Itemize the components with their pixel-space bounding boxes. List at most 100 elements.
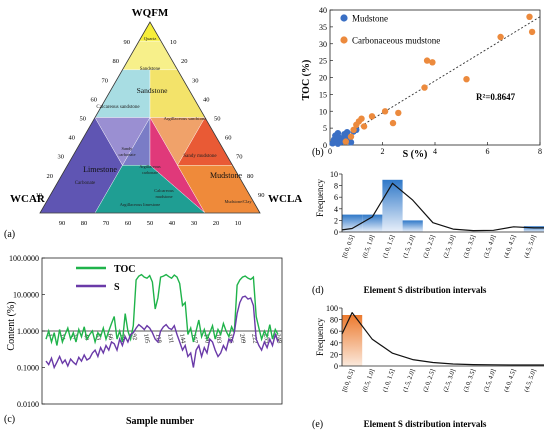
ternary-tick-right: 50 (214, 116, 221, 123)
legend-label-toc: TOC (114, 264, 136, 275)
scatter-point (360, 123, 368, 130)
region-label: mudstone (155, 194, 172, 199)
hist-e-title: Element S distribution intervals (364, 419, 487, 429)
scatter-ytick-label: 20 (319, 74, 327, 83)
scatter-legend: Mudstone Carbonaceous mudstone (340, 14, 440, 46)
line-xtick-label: 14 (58, 333, 66, 341)
scatter-point (347, 139, 355, 146)
region-label: Sandy (122, 146, 134, 151)
vertex-top-label: WQFM (132, 7, 169, 19)
ternary-tick-right: 60 (225, 135, 232, 142)
histogram-e: 0 20 40 60 80 100 [0.0, 0.5] (0.5, 1.0] (1.0, 1.… (312, 304, 544, 430)
scatter-point (381, 108, 389, 115)
hist-xtick-label: (1.5, 2.0] (402, 234, 417, 259)
region-label: Sandy mudstone (183, 154, 217, 159)
hist-ytick-label: 0 (334, 362, 338, 371)
hist-ytick-label: 10 (330, 170, 338, 179)
ternary-tick-left: 30 (58, 154, 65, 161)
ternary-tick-right: 70 (236, 154, 243, 161)
density-curve (341, 312, 544, 366)
ternary-tick-bottom: 30 (191, 220, 198, 227)
histogram-bar (382, 179, 403, 232)
histogram-bar (342, 214, 363, 232)
hist-xtick-label: (1.0, 1.5] (382, 368, 397, 393)
region-title: Limestone (83, 165, 117, 174)
line-xtick-label: 222 (250, 333, 259, 344)
scatter-point (342, 138, 349, 145)
scatter-ytick-label: 0 (323, 141, 327, 150)
scatter-ytick-label: 10 (319, 107, 327, 116)
hist-ytick-label: 6 (334, 193, 338, 202)
scatter-point (497, 33, 504, 41)
hist-xtick-label: (0.5, 1.0] (361, 368, 376, 393)
ternary-tick-right: 10 (170, 39, 177, 46)
ternary-tick-left: 40 (69, 135, 76, 142)
line-ytick-label: 0.0100 (17, 400, 39, 409)
ternary-tick-left: 80 (113, 58, 120, 65)
hist-xtick-label: (3.5, 4.0] (483, 234, 498, 259)
ternary-tick-left: 60 (91, 96, 98, 103)
vertex-left-label: WCAR (10, 193, 46, 205)
hist-xtick-label: (0.5, 1.0] (361, 234, 376, 259)
hist-xtick-label: (2.0, 2.5] (422, 234, 437, 259)
scatter-point (423, 57, 431, 64)
hist-d-title: Element S distribution intervals (364, 285, 487, 295)
vertex-right-label: WCLA (268, 193, 302, 205)
region-label: Argillaceous (139, 164, 161, 169)
ternary-tick-left: 70 (102, 77, 109, 84)
hist-xtick-label: (3.0, 3.5] (462, 368, 477, 393)
scatter-ylabel: TOC (%) (301, 60, 312, 101)
hist-xtick-label: (2.5, 3.0] (442, 234, 457, 259)
ternary-tick-bottom: 20 (213, 220, 220, 227)
scatter-xtick-label: 0 (328, 147, 332, 156)
legend-marker-carbonaceous (340, 36, 348, 44)
line-xtick-label: 196 (226, 333, 235, 345)
density-curve (341, 182, 544, 232)
scatter-point (358, 115, 365, 122)
region-title: Sandstone (137, 86, 169, 95)
hist-xtick-label: (4.5, 5.0] (523, 234, 538, 259)
hist-e-ylabel: Frequency (315, 318, 325, 356)
scatter-point (332, 135, 339, 142)
ternary-tick-bottom: 60 (125, 220, 132, 227)
ternary-tick-bottom: 70 (103, 220, 110, 227)
line-xtick-label: 248 (274, 333, 283, 344)
line-xtick-label: 131 (166, 333, 175, 344)
hist-ytick-label: 20 (330, 350, 338, 359)
panel-label-d: (d) (312, 285, 324, 296)
region-label: carbonate (142, 170, 158, 175)
scatter-ytick-label: 35 (319, 23, 327, 32)
ternary-tick-left: 20 (47, 173, 54, 180)
ternary-tick-bottom: 80 (81, 220, 88, 227)
ternary-tick-left: 50 (80, 116, 87, 123)
line-xtick-label: 53 (94, 333, 102, 341)
region-label: Calcareous (154, 188, 174, 193)
scatter-point (343, 129, 351, 136)
scatter-ytick-label: 5 (323, 124, 327, 133)
scatter-xtick-label: 6 (486, 147, 490, 156)
line-chart-ylabel: Content (%) (6, 301, 17, 350)
hist-ytick-label: 4 (334, 205, 338, 214)
line-xtick-label: 66 (106, 333, 114, 341)
hist-xtick-label: [0.0, 0.5] (341, 234, 356, 259)
panel-label-a: (a) (4, 229, 15, 240)
line-ytick-label: 10.0000 (13, 291, 39, 300)
scatter-point (528, 28, 536, 36)
region-label: Mudstone/Clay (224, 199, 252, 204)
line-xtick-label: 144 (178, 333, 187, 345)
legend-label-s: S (114, 282, 120, 293)
ternary-tick-bottom: 50 (147, 220, 154, 227)
hist-ytick-label: 0 (334, 228, 338, 237)
line-ytick-label: 0.1000 (17, 364, 39, 373)
hist-xtick-label: (2.0, 2.5] (422, 368, 437, 393)
region-title: Mudstone (210, 171, 242, 180)
scatter-ytick-label: 30 (319, 40, 327, 49)
panel-label-e: (e) (312, 419, 323, 430)
region-label: Sandstone (140, 67, 161, 72)
histogram-bar (523, 226, 544, 232)
line-ytick-label: 100.0000 (9, 254, 39, 263)
hist-ytick-label: 8 (334, 182, 338, 191)
hist-xtick-label: (4.0, 4.5] (503, 368, 518, 393)
